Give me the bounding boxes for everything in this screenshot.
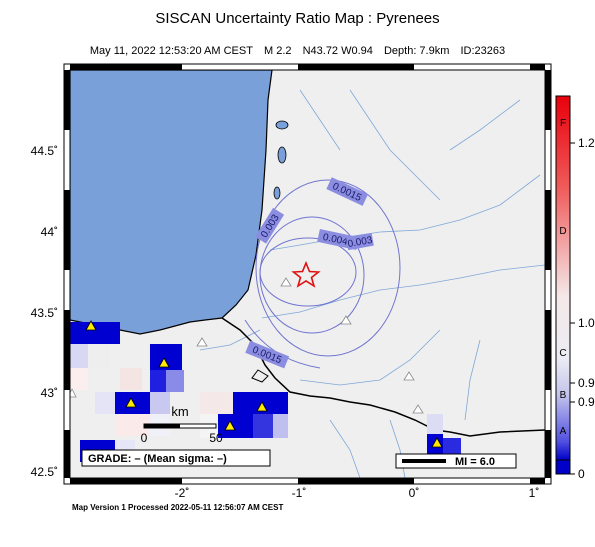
grade-label: F (560, 118, 566, 129)
lat-tick: 44˚ (41, 225, 58, 239)
lon-tick: 0˚ (409, 486, 420, 500)
event-id: ID:23263 (460, 45, 506, 57)
stations (70, 277, 443, 448)
lagoon (273, 186, 281, 200)
lagoon (275, 120, 289, 130)
lat-tick: 43˚ (41, 386, 58, 400)
lon-tick: -2˚ (175, 486, 190, 500)
grade-label: D (559, 226, 566, 237)
contour-label: 0.003 (347, 235, 374, 250)
rivers (199, 89, 545, 478)
lat-tick: 44.5˚ (31, 144, 58, 158)
station-triangle-icon (431, 437, 443, 448)
station-triangle-icon (196, 337, 208, 347)
scale-end: 50 (209, 431, 223, 445)
event-depth: Depth: 7.9km (383, 45, 450, 57)
station-triangle-icon (280, 277, 292, 287)
scale-bar: km 0 50 (141, 404, 223, 445)
map-title: SISCAN Uncertainty Ratio Map : Pyrenees (155, 10, 440, 27)
grade-label: A (560, 426, 567, 437)
lon-tick-labels: -2˚ -1˚ 0˚ 1˚ (175, 486, 540, 500)
station-triangle-icon (403, 371, 415, 381)
station-triangle-icon (256, 401, 268, 412)
station-triangle-icon (224, 420, 236, 431)
station-triangle-icon (340, 315, 352, 325)
event-location: N43.72 W0.94 (302, 45, 373, 57)
grade-label: C (559, 348, 566, 359)
grade-label: B (560, 390, 567, 401)
lat-tick-labels: 44.5˚ 44˚ 43.5˚ 43˚ 42.5˚ (31, 144, 58, 479)
epicenter-star-icon (291, 260, 321, 288)
scale-start: 0 (141, 431, 148, 445)
footer-processed: Map Version 1 Processed 2022-05-11 12:56… (72, 503, 284, 512)
mi-box: MI = 6.0 (395, 453, 517, 469)
lon-tick: -1˚ (292, 486, 307, 500)
event-info: May 11, 2022 12:53:20 AM CEST M 2.2 N43.… (0, 45, 595, 57)
lat-tick: 43.5˚ (31, 306, 58, 320)
colorbar-value: 0 (578, 467, 585, 481)
colorbar-value: 0.9 (578, 395, 595, 409)
lagoon (277, 146, 287, 164)
station-triangle-icon (158, 357, 170, 368)
grade-text: GRADE: – (Mean sigma: –) (88, 453, 227, 465)
enclave-border (251, 369, 269, 383)
station-triangle-icon (412, 404, 424, 414)
colorbar-value: 1.0 (578, 316, 595, 330)
scale-unit: km (171, 404, 188, 419)
grade-box: GRADE: – (Mean sigma: –) (81, 449, 271, 467)
event-date: May 11, 2022 12:53:20 AM CEST (89, 45, 253, 57)
colorbar-value: 0.9 (578, 376, 595, 390)
sea-area (70, 70, 273, 335)
station-triangle-icon (85, 320, 97, 331)
lat-tick: 42.5˚ (31, 465, 58, 479)
event-magnitude: M 2.2 (264, 45, 292, 57)
colorbar-value: 1.2 (578, 136, 595, 150)
colorbar: F D C B A 1.2 1.0 0.9 0.9 0 (555, 95, 595, 481)
frame-scale-bars (64, 64, 551, 484)
mi-text: MI = 6.0 (455, 456, 495, 468)
lon-tick: 1˚ (529, 486, 540, 500)
station-triangle-icon (125, 397, 137, 408)
station-triangle-icon (70, 388, 77, 398)
